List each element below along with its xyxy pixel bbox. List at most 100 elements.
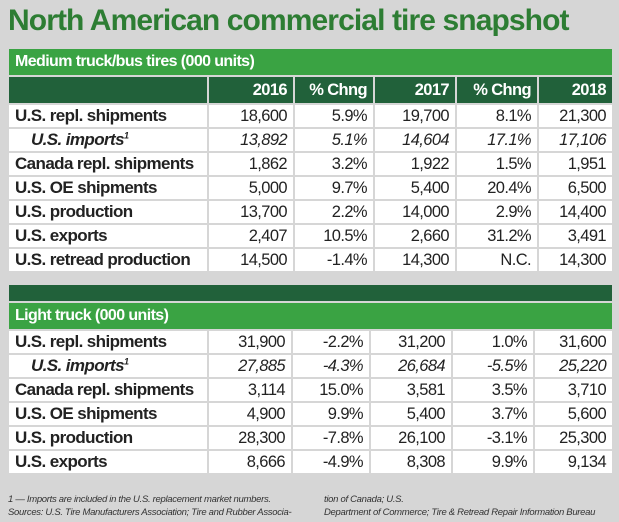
light-truck-table: Light truck (000 units) U.S. repl. shipme… (6, 283, 615, 475)
table-cell: 8.1% (455, 103, 539, 129)
column-header: 2016 (207, 75, 295, 105)
divider-cell (6, 283, 615, 303)
row-label: U.S. repl. shipments (7, 329, 209, 355)
table-row: U.S. exports 2,407 10.5% 2,660 31.2% 3,491 (7, 223, 614, 249)
table-cell: 27,885 (207, 353, 293, 379)
table-cell: 25,300 (532, 425, 615, 451)
row-label-text: U.S. repl. shipments (15, 106, 167, 125)
table-cell: 17,106 (537, 127, 614, 153)
table-cell: 1,922 (373, 151, 457, 177)
table-row: U.S. OE shipments 5,000 9.7% 5,400 20.4% 6,50… (7, 175, 614, 201)
table-row: U.S. retread production 14,500 -1.4% 14,300… (7, 247, 614, 273)
table-cell: 5,400 (369, 401, 453, 427)
table-cell: 8,308 (369, 449, 453, 475)
table-row: U.S. exports 8,666 -4.9% 8,308 9.9% 9,134 (7, 449, 615, 475)
column-header: % Chng (293, 75, 375, 105)
table-row: U.S. OE shipments 4,900 9.9% 5,400 3.7% 5,600 (7, 401, 615, 427)
table-cell: 2,407 (207, 223, 295, 249)
table-cell: 9.7% (293, 175, 375, 201)
table-row: Canada repl. shipments 3,114 15.0% 3,581 3.5… (7, 377, 615, 403)
table-cell: 20.4% (455, 175, 539, 201)
table-cell: 3,710 (532, 377, 615, 403)
footnote-marker: 1 (123, 356, 129, 367)
row-label: U.S. OE shipments (7, 401, 209, 427)
table-cell: 31,200 (369, 329, 453, 355)
section-heading: Light truck (000 units) (6, 301, 615, 331)
table-cell: 18,600 (207, 103, 295, 129)
table-cell: 6,500 (537, 175, 614, 201)
table-cell: 5,400 (373, 175, 457, 201)
section-heading-row: Medium truck/bus tires (000 units) (7, 47, 614, 77)
table-cell: 14,300 (373, 247, 457, 273)
sources-line: tion of Canada; U.S. (324, 494, 404, 505)
row-label-text: U.S. retread production (15, 250, 191, 269)
table-cell: N.C. (455, 247, 539, 273)
row-label: Canada repl. shipments (7, 151, 209, 177)
table-cell: 14,300 (537, 247, 614, 273)
column-header: 2017 (373, 75, 457, 105)
row-label: U.S. production (7, 425, 209, 451)
table-row: U.S. repl. shipments 18,600 5.9% 19,700 8.1%… (7, 103, 614, 129)
table-cell: -3.1% (451, 425, 535, 451)
table-row: U.S. production 28,300 -7.8% 26,100 -3.1% 25,… (7, 425, 615, 451)
table-cell: 21,300 (537, 103, 614, 129)
section-heading-row: Light truck (000 units) (6, 301, 615, 331)
table-cell: 14,500 (207, 247, 295, 273)
table-cell: 26,100 (369, 425, 453, 451)
table-cell: 5,000 (207, 175, 295, 201)
row-label: U.S. OE shipments (7, 175, 209, 201)
table-cell: 2,660 (373, 223, 457, 249)
row-label: U.S. imports1 (7, 353, 209, 379)
sources-line: Department of Commerce; Tire & Retread R… (324, 507, 596, 518)
table-cell: -4.3% (291, 353, 371, 379)
table-cell: 26,684 (369, 353, 453, 379)
row-label: U.S. retread production (7, 247, 209, 273)
row-label-text: Canada repl. shipments (15, 380, 194, 399)
table-cell: 13,892 (207, 127, 295, 153)
row-label-text: U.S. exports (15, 226, 108, 245)
row-label-text: U.S. OE shipments (15, 404, 157, 423)
table-cell: 5.9% (293, 103, 375, 129)
section-heading: Medium truck/bus tires (000 units) (7, 47, 614, 77)
table-cell: 5.1% (293, 127, 375, 153)
footnote-marker: 1 (123, 130, 129, 141)
table-cell: -7.8% (291, 425, 371, 451)
table-cell: 8,666 (207, 449, 293, 475)
row-label-text: U.S. imports (31, 356, 125, 375)
footnote-line: 1 — Imports are included in the U.S. rep… (8, 494, 271, 505)
row-label-text: Canada repl. shipments (15, 154, 194, 173)
row-label-text: U.S. repl. shipments (15, 332, 167, 351)
table-cell: 9,134 (532, 449, 615, 475)
table-cell: 1.5% (455, 151, 539, 177)
row-label-text: U.S. exports (15, 452, 108, 471)
column-header: % Chng (455, 75, 539, 105)
table-cell: 15.0% (291, 377, 371, 403)
row-label-text: U.S. production (15, 202, 133, 221)
table-cell: 19,700 (373, 103, 457, 129)
table-cell: 3.2% (293, 151, 375, 177)
table-cell: 2.2% (293, 199, 375, 225)
table-row: U.S. imports1 13,892 5.1% 14,604 17.1% 17,106 (7, 127, 614, 153)
table-cell: 31,600 (532, 329, 615, 355)
sources-line: Sources: U.S. Tire Manufacturers Associa… (8, 507, 292, 518)
column-header (7, 75, 209, 105)
row-label: U.S. imports1 (7, 127, 209, 153)
table-row: Canada repl. shipments 1,862 3.2% 1,922 1.5%… (7, 151, 614, 177)
table-cell: -4.9% (291, 449, 371, 475)
table-cell: 10.5% (293, 223, 375, 249)
row-label: U.S. production (7, 199, 209, 225)
table-cell: 2.9% (455, 199, 539, 225)
table-row: U.S. production 13,700 2.2% 14,000 2.9% 14,40… (7, 199, 614, 225)
table-cell: 14,604 (373, 127, 457, 153)
table-cell: 17.1% (455, 127, 539, 153)
table-cell: 4,900 (207, 401, 293, 427)
table-cell: 1.0% (451, 329, 535, 355)
medium-truck-table: Medium truck/bus tires (000 units) 2016% … (7, 47, 614, 273)
table-cell: 31.2% (455, 223, 539, 249)
table-cell: 14,400 (537, 199, 614, 225)
table-cell: -5.5% (451, 353, 535, 379)
table-row: U.S. repl. shipments 31,900 -2.2% 31,200 1.0… (7, 329, 615, 355)
row-label: Canada repl. shipments (7, 377, 209, 403)
row-label: U.S. exports (7, 223, 209, 249)
